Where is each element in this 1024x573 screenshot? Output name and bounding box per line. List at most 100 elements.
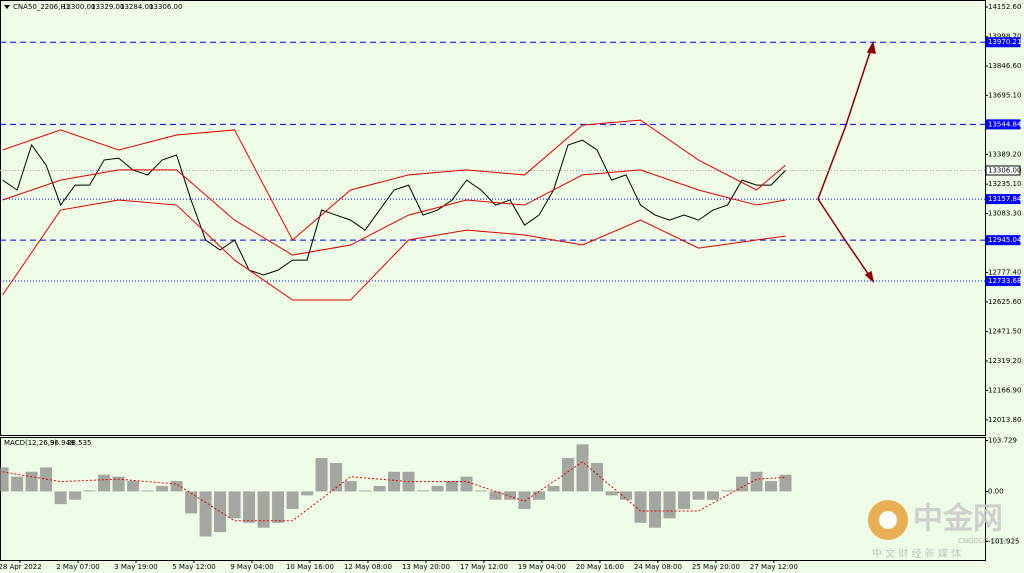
level-label-box xyxy=(985,165,1021,176)
x-tick-label: 28 Apr 2022 xyxy=(0,563,42,571)
y-tick-label: 13998.70 xyxy=(988,33,1021,41)
ohlc-low: 13284.00 xyxy=(120,3,153,11)
y-tick-label: 12319.20 xyxy=(988,357,1021,365)
macd-value: 36.948 xyxy=(50,439,75,447)
x-tick-label: 12 May 08:00 xyxy=(344,563,392,571)
histogram-bar xyxy=(98,474,111,492)
histogram-bar xyxy=(692,491,705,500)
level-label: 13306.00 xyxy=(988,166,1021,174)
level-label-box xyxy=(985,37,1021,48)
y-tick-label: 12777.40 xyxy=(988,269,1021,277)
series-line xyxy=(2,461,786,522)
histogram-bar xyxy=(388,471,401,492)
histogram-bar xyxy=(286,491,299,510)
histogram-bar xyxy=(649,491,662,528)
histogram-bar xyxy=(620,491,633,500)
histogram-bar xyxy=(257,491,270,528)
y-tick-label: 13235.10 xyxy=(988,180,1021,188)
histogram-bar xyxy=(460,476,473,492)
series-line xyxy=(2,169,786,256)
histogram-bar xyxy=(185,491,198,514)
histogram-bar xyxy=(272,491,285,523)
histogram-bar xyxy=(765,481,778,492)
y-tick-label: 13389.20 xyxy=(988,150,1021,158)
macd-title: MACD(12,26,9) xyxy=(4,439,57,447)
histogram-bar xyxy=(547,486,560,492)
slogan: 中 文 财 经 新 媒 体 xyxy=(872,547,961,560)
histogram-bar xyxy=(591,462,604,492)
level-label-box xyxy=(985,194,1021,205)
y-tick-label: 12013.80 xyxy=(988,416,1021,424)
x-tick-label: 10 May 16:00 xyxy=(286,563,334,571)
x-tick-label: 27 May 12:00 xyxy=(750,563,798,571)
histogram-bar xyxy=(301,491,314,496)
histogram-bar xyxy=(127,481,140,492)
level-label: 12945.04 xyxy=(988,236,1022,244)
y-tick-label: 13083.30 xyxy=(988,209,1021,217)
x-tick-label: 3 May 19:00 xyxy=(114,563,158,571)
histogram-bar xyxy=(736,476,749,492)
level-label: 13544.84 xyxy=(988,120,1022,128)
histogram-bar xyxy=(446,481,459,492)
histogram-bar xyxy=(431,486,444,492)
watermark: 中金网 CNGOLD.COM 中 文 财 经 新 媒 体 xyxy=(868,500,1007,560)
histogram-bar xyxy=(518,491,531,510)
histogram-bar xyxy=(475,490,488,492)
histogram-bar xyxy=(562,458,575,492)
histogram-bar xyxy=(373,486,386,492)
price-pane xyxy=(0,0,986,436)
y-tick-label: 12625.60 xyxy=(988,298,1021,306)
level-label: 12733.68 xyxy=(988,277,1021,285)
histogram-bar xyxy=(678,491,691,510)
histogram-bar xyxy=(0,467,9,492)
symbol: CNA50_2206,H1 xyxy=(13,3,70,11)
arrow-up xyxy=(817,42,874,200)
y-tick-label: 103.729 xyxy=(988,437,1017,445)
histogram-bar xyxy=(489,491,502,500)
ohlc-open: 13300.00 xyxy=(62,3,95,11)
histogram-bar xyxy=(170,481,183,492)
y-tick-label: 14152.60 xyxy=(988,3,1021,11)
histogram-bar xyxy=(576,444,589,492)
histogram-bar xyxy=(83,490,96,492)
x-tick-label: 9 May 04:00 xyxy=(230,563,274,571)
histogram-bar xyxy=(663,491,676,519)
level-label: 13970.21 xyxy=(988,38,1021,46)
histogram-bar xyxy=(25,471,38,492)
histogram-bar xyxy=(330,462,343,492)
histogram-bar xyxy=(504,491,517,500)
series-line xyxy=(2,119,786,241)
ohlc-close: 13306.00 xyxy=(149,3,182,11)
histogram-bar xyxy=(141,490,154,492)
y-tick-label: 12166.90 xyxy=(988,386,1021,394)
x-tick-label: 24 May 08:00 xyxy=(634,563,682,571)
x-tick-label: 19 May 04:00 xyxy=(518,563,566,571)
histogram-bar xyxy=(228,491,241,519)
x-tick-label: 13 May 20:00 xyxy=(402,563,450,571)
y-tick-label: 12471.50 xyxy=(988,328,1021,336)
histogram-bar xyxy=(750,471,763,492)
x-tick-label: 5 May 12:00 xyxy=(172,563,216,571)
histogram-bar xyxy=(533,491,546,500)
ohlc-high: 13329.00 xyxy=(91,3,124,11)
menu-arrow[interactable] xyxy=(4,5,10,9)
site: CNGOLD.COM xyxy=(958,537,1007,545)
arrow-head xyxy=(866,40,876,54)
histogram-bar xyxy=(359,490,372,492)
y-tick-label: 13846.60 xyxy=(988,62,1021,70)
histogram-bar xyxy=(112,476,125,492)
histogram-bar xyxy=(54,491,67,505)
level-label-box xyxy=(985,275,1021,286)
histogram-bar xyxy=(721,490,734,492)
logo-inner xyxy=(879,511,897,529)
histogram-bar xyxy=(779,474,792,492)
x-tick-label: 2 May 07:00 xyxy=(56,563,100,571)
histogram-bar xyxy=(199,491,212,537)
brand: 中金网 xyxy=(913,502,1003,537)
histogram-bar xyxy=(344,481,357,492)
histogram-bar xyxy=(214,491,227,533)
y-tick-label: 13695.10 xyxy=(988,91,1021,99)
